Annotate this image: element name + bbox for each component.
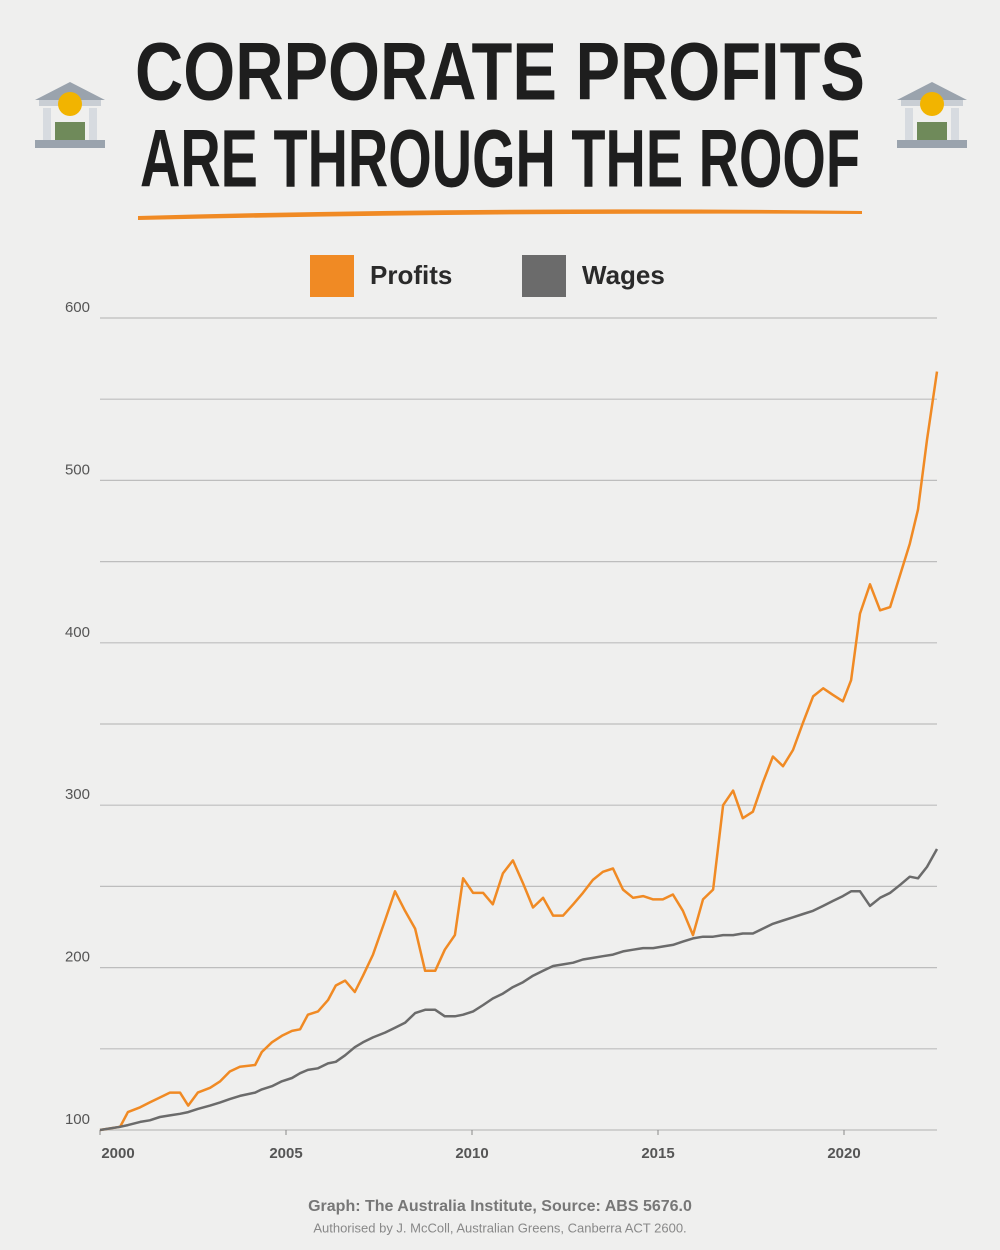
y-tick-label: 200 xyxy=(65,949,90,966)
series-line xyxy=(99,848,939,1132)
y-tick-label: 100 xyxy=(65,1111,90,1128)
x-tick-label: 2015 xyxy=(641,1145,674,1162)
y-tick-label: 600 xyxy=(65,299,90,316)
authorisation: Authorised by J. McColl, Australian Gree… xyxy=(313,1220,686,1235)
legend-label: Wages xyxy=(582,260,665,290)
legend-swatch xyxy=(522,255,566,297)
source: Graph: The Australia Institute, Source: … xyxy=(308,1198,692,1215)
x-tick-label: 2000 xyxy=(101,1145,134,1162)
bank-icon xyxy=(897,82,967,148)
x-tick-label: 2010 xyxy=(455,1145,488,1162)
x-tick-label: 2020 xyxy=(827,1145,860,1162)
y-tick-label: 400 xyxy=(65,624,90,641)
title-line: CORPORATE PROFITS xyxy=(135,27,865,118)
title-underline xyxy=(138,209,862,220)
series-line xyxy=(99,371,939,1132)
title-line: ARE THROUGH THE ROOF xyxy=(140,114,860,205)
y-tick-label: 300 xyxy=(65,786,90,803)
legend-swatch xyxy=(310,255,354,297)
x-tick-label: 2005 xyxy=(269,1145,302,1162)
y-tick-label: 500 xyxy=(65,461,90,478)
legend-label: Profits xyxy=(370,260,452,290)
bank-icon xyxy=(35,82,105,148)
